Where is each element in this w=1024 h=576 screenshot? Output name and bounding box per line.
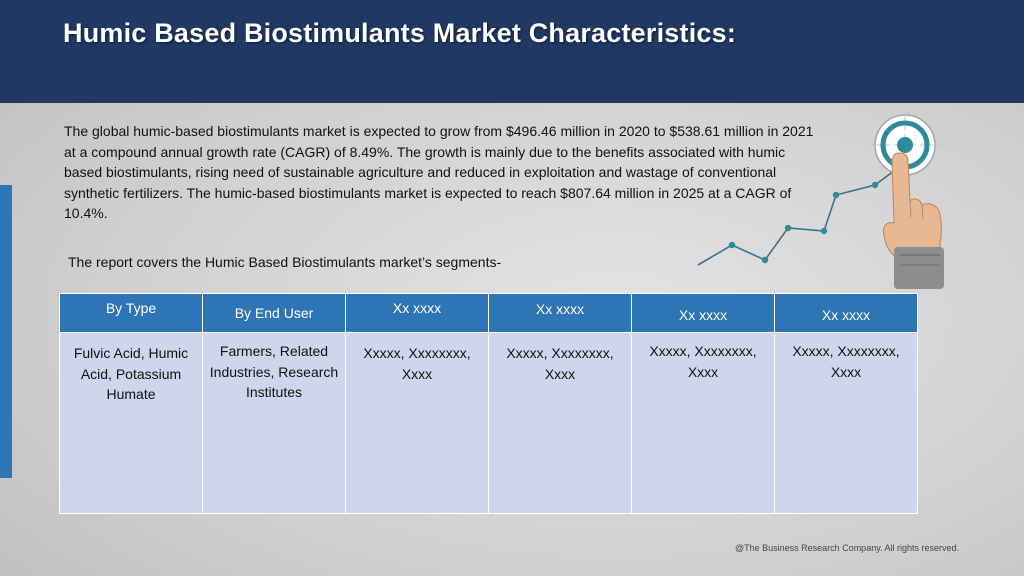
table-cell: Xxxxx, Xxxxxxxx, Xxxx: [488, 332, 632, 514]
table-row: Fulvic Acid, Humic Acid, Potassium Humat…: [59, 332, 918, 514]
hand-pointing-target-growth-icon: [697, 111, 944, 289]
column-header: Xx xxxx: [488, 293, 632, 333]
segments-caption: The report covers the Humic Based Biosti…: [68, 254, 502, 270]
column-header-label: Xx xxxx: [821, 307, 871, 323]
intro-paragraph: The global humic-based biostimulants mar…: [64, 123, 814, 221]
table-cell-text: Xxxxx, Xxxxxxxx, Xxxx: [792, 343, 900, 380]
growth-line: [697, 164, 903, 266]
column-header: By Type: [59, 293, 203, 333]
table-cell-text: Farmers, Related Industries, Research In…: [209, 343, 339, 400]
table-header-row: By Type By End User Xx xxxx Xx xxxx Xx x…: [59, 293, 918, 333]
table-cell: Xxxxx, Xxxxxxxx, Xxxx: [774, 332, 918, 514]
column-header-label: By Type: [105, 300, 157, 316]
header-banner: Humic Based Biostimulants Market Charact…: [0, 0, 1024, 103]
table-cell: Xxxxx, Xxxxxxxx, Xxxx: [631, 332, 775, 514]
copyright-footer: @The Business Research Company. All righ…: [735, 543, 960, 553]
table-cell: Fulvic Acid, Humic Acid, Potassium Humat…: [59, 332, 203, 514]
column-header-label: Xx xxxx: [392, 300, 442, 316]
table-cell-text: Xxxxx, Xxxxxxxx, Xxxx: [506, 345, 614, 382]
table-cell-text: Fulvic Acid, Humic Acid, Potassium Humat…: [73, 345, 189, 402]
column-header: Xx xxxx: [345, 293, 489, 333]
page-title: Humic Based Biostimulants Market Charact…: [63, 18, 737, 48]
segments-table: By Type By End User Xx xxxx Xx xxxx Xx x…: [59, 293, 918, 514]
growth-points: [728, 181, 879, 264]
table-cell-text: Xxxxx, Xxxxxxxx, Xxxx: [363, 345, 471, 382]
column-header: By End User: [202, 293, 346, 333]
column-header: Xx xxxx: [774, 293, 918, 333]
table-cell-text: Xxxxx, Xxxxxxxx, Xxxx: [649, 343, 757, 380]
column-header: Xx xxxx: [631, 293, 775, 333]
column-header-label: By End User: [234, 305, 314, 321]
table-cell: Farmers, Related Industries, Research In…: [202, 332, 346, 514]
column-header-label: Xx xxxx: [535, 301, 585, 317]
column-header-label: Xx xxxx: [678, 307, 728, 323]
table-cell: Xxxxx, Xxxxxxxx, Xxxx: [345, 332, 489, 514]
left-accent-bar: [0, 185, 12, 478]
hand-icon: [883, 152, 944, 289]
